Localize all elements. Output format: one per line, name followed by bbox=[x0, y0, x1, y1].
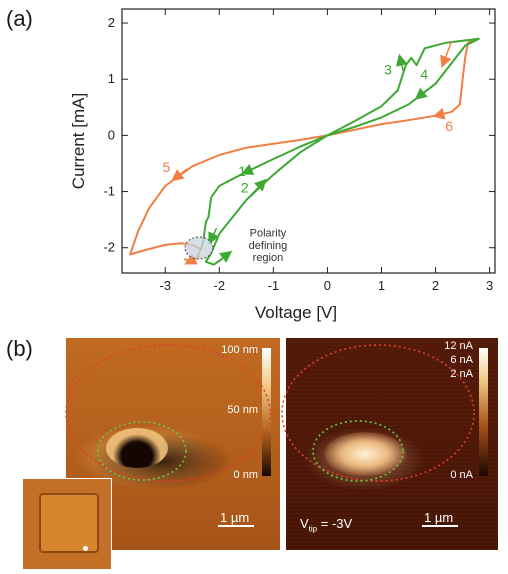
region-label: defining bbox=[249, 240, 288, 252]
y-tick-label: -2 bbox=[103, 240, 115, 255]
current-cbar-2: 2 nA bbox=[450, 368, 473, 380]
conductive-region bbox=[324, 432, 406, 476]
inset-square-feature bbox=[39, 493, 99, 553]
branch-number-label: 1 bbox=[238, 163, 246, 179]
current-cbar-6: 6 nA bbox=[450, 354, 473, 366]
inset-tip-mark bbox=[83, 546, 88, 551]
topography-feature bbox=[106, 428, 168, 468]
direction-arrows bbox=[171, 40, 453, 266]
green-direction-arrow bbox=[240, 163, 261, 175]
x-tick-label: -2 bbox=[214, 278, 226, 293]
x-tick-label: 1 bbox=[378, 278, 385, 293]
panel-b-label: (b) bbox=[6, 336, 33, 361]
x-tick-label: 3 bbox=[486, 278, 493, 293]
orange-direction-arrow bbox=[440, 40, 453, 68]
x-axis-label: Voltage [V] bbox=[255, 303, 337, 322]
y-tick-label: 1 bbox=[108, 71, 115, 86]
region-label: Polarity bbox=[250, 227, 287, 239]
orange-direction-arrow bbox=[171, 168, 188, 182]
topo-scale-bar-label: 1 µm bbox=[220, 510, 250, 525]
green-direction-arrow bbox=[248, 178, 267, 198]
inset-image bbox=[22, 478, 112, 570]
topo-cbar-0: 0 nm bbox=[233, 469, 258, 481]
orange-direction-arrow bbox=[432, 107, 452, 120]
current-colorbar bbox=[479, 348, 488, 476]
x-tick-label: -3 bbox=[159, 278, 171, 293]
y-tick-label: 0 bbox=[108, 127, 115, 142]
green-iv-curve bbox=[199, 37, 480, 266]
panel-a-label: (a) bbox=[6, 6, 33, 31]
topo-cbar-50: 50 nm bbox=[227, 404, 258, 416]
y-axis-label: Current [mA] bbox=[69, 93, 88, 189]
branch-number-label: 3 bbox=[384, 62, 392, 78]
x-tick-label: -1 bbox=[268, 278, 280, 293]
branch-number-label: 5 bbox=[163, 159, 171, 175]
tip-voltage-sub: tip bbox=[308, 524, 318, 534]
topography-colorbar bbox=[262, 348, 271, 476]
tip-voltage-label: Vtip = -3V bbox=[300, 516, 352, 534]
current-cbar-12: 12 nA bbox=[444, 340, 473, 352]
green-direction-arrow bbox=[414, 87, 428, 100]
x-tick-label: 0 bbox=[324, 278, 331, 293]
topo-cbar-100: 100 nm bbox=[221, 344, 258, 356]
y-tick-label: 2 bbox=[108, 15, 115, 30]
branch-number-label: 6 bbox=[445, 118, 453, 134]
current-scale-bar bbox=[422, 525, 458, 527]
tip-voltage-v: V bbox=[300, 516, 309, 531]
current-scale-bar-label: 1 µm bbox=[424, 510, 454, 525]
tip-voltage-value: = -3V bbox=[317, 516, 353, 531]
x-tick-label: 2 bbox=[432, 278, 439, 293]
green-direction-arrow bbox=[395, 53, 408, 71]
topo-scale-bar bbox=[218, 525, 254, 527]
green-direction-arrow bbox=[213, 250, 233, 266]
plot-frame bbox=[121, 8, 496, 274]
current-cbar-0: 0 nA bbox=[450, 469, 473, 481]
current-map-image: 12 nA 6 nA 2 nA 0 nA Vtip = -3V 1 µm bbox=[286, 338, 498, 550]
branch-number-label: 4 bbox=[420, 66, 428, 82]
green-direction-arrow bbox=[208, 227, 220, 245]
polarity-region-ellipse bbox=[184, 236, 214, 260]
y-tick-label: -1 bbox=[103, 184, 115, 199]
region-label: region bbox=[253, 252, 284, 264]
branch-number-label: 2 bbox=[241, 180, 249, 196]
